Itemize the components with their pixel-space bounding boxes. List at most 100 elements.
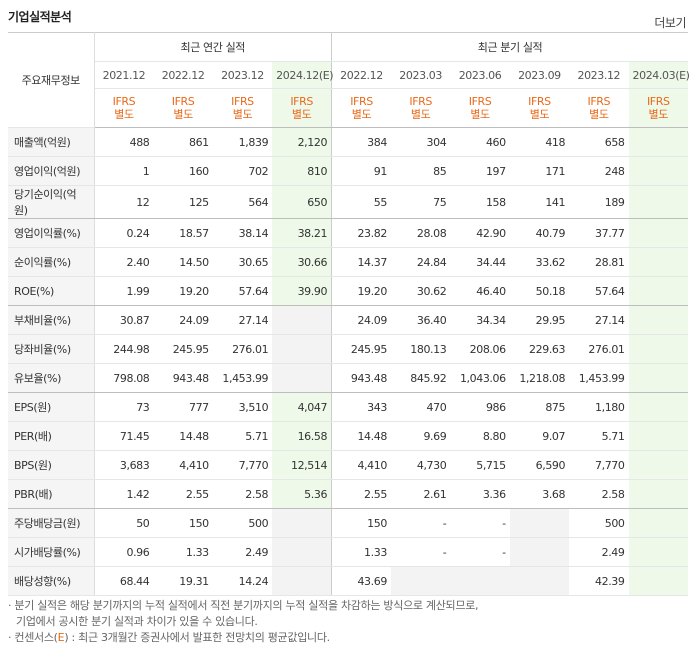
table-row: EPS(원) 73 777 3,510 4,047 343 470 986 875 1,180 [8,392,688,422]
quarter-value [628,127,688,157]
accounting-standard: IFRS 별도 [390,88,451,128]
annual-value: 244.98 [94,334,154,364]
annual-value: 30.65 [212,247,273,277]
annual-value: 0.24 [94,218,154,248]
annual-period-0: 2021.12 [94,61,154,89]
section-title: 기업실적분석 [8,10,72,24]
quarter-value: 141 [509,185,570,219]
quarter-value [628,537,688,567]
quarter-value: 158 [450,185,510,219]
quarter-value: 14.37 [331,247,391,277]
annual-value: 1.99 [94,276,154,306]
quarter-value: 3.36 [450,479,510,509]
quarter-value: 2.55 [331,479,391,509]
annual-value: 68.44 [94,566,154,596]
quarter-value [628,479,688,509]
table-row: 시가배당률(%) 0.96 1.33 2.49 1.33- -2.49 [8,537,688,567]
quarter-value: 9.07 [509,421,570,451]
annual-value: 2.55 [153,479,213,509]
annual-value: 12 [94,185,154,219]
quarter-value: 189 [569,185,629,219]
quarter-value [509,508,570,538]
table-row: 영업이익률(%) 0.24 18.57 38.14 38.21 23.82 28.08 42.… [8,218,688,248]
table-row: 순이익률(%) 2.40 14.50 30.65 30.66 14.37 24.84 34.4… [8,247,688,277]
quarter-value: 2.58 [569,479,629,509]
row-label: 유보율(%) [8,363,95,393]
accounting-standard: IFRS 별도 [272,88,332,128]
annual-value: 1,839 [212,127,273,157]
accounting-standard: IFRS 별도 [331,88,391,128]
annual-value: 1.42 [94,479,154,509]
quarter-value: 384 [331,127,391,157]
quarter-value [628,421,688,451]
quarter-value: 34.34 [450,305,510,335]
row-header-label: 주요재무정보 [8,32,95,128]
annual-value: 3,683 [94,450,154,480]
row-label: 순이익률(%) [8,247,95,277]
quarter-value: 91 [331,156,391,186]
quarter-value: 55 [331,185,391,219]
quarter-value: 43.69 [331,566,391,596]
table-row: PER(배) 71.45 14.48 5.71 16.58 14.48 9.69 8.80 9.… [8,421,688,451]
quarter-value: 27.14 [569,305,629,335]
quarter-value: 2.49 [569,537,629,567]
row-label: PER(배) [8,421,95,451]
quarter-value: 197 [450,156,510,186]
quarter-value: 1,453.99 [569,363,629,393]
annual-period-2: 2023.12 [212,61,273,89]
annual-value: 488 [94,127,154,157]
table-row: 당기순이익(억원) 12 125 564 650 55 75 158 141 189 [8,185,688,219]
accounting-standard: IFRS 별도 [153,88,213,128]
quarter-value: 46.40 [450,276,510,306]
table-row: 유보율(%) 798.08 943.48 1,453.99 943.48 845.92 1,… [8,363,688,393]
annual-value: 7,770 [212,450,273,480]
annual-value: 160 [153,156,213,186]
annual-value: 30.87 [94,305,154,335]
quarter-value: 33.62 [509,247,570,277]
annual-value: 3,510 [212,392,273,422]
annual-value [272,508,332,538]
annual-value: 2,120 [272,127,332,157]
quarter-value: 14.48 [331,421,391,451]
accounting-standard: IFRS 별도 [212,88,273,128]
annual-value: 2.49 [212,537,273,567]
quarter-value: 245.95 [331,334,391,364]
quarter-value: 875 [509,392,570,422]
quarter-value: 343 [331,392,391,422]
quarter-value: 40.79 [509,218,570,248]
row-label: ROE(%) [8,276,95,306]
annual-value: 14.50 [153,247,213,277]
annual-value: 4,047 [272,392,332,422]
quarter-value: 1,180 [569,392,629,422]
quarter-value: - [390,508,451,538]
annual-value: 125 [153,185,213,219]
quarter-value: 171 [509,156,570,186]
annual-value: 245.95 [153,334,213,364]
annual-value: 500 [212,508,273,538]
quarter-value: 500 [569,508,629,538]
annual-value: 14.24 [212,566,273,596]
quarter-value: 845.92 [390,363,451,393]
annual-value: 1,453.99 [212,363,273,393]
quarter-value: 23.82 [331,218,391,248]
annual-value: 4,410 [153,450,213,480]
annual-value: 30.66 [272,247,332,277]
quarter-period-1: 2023.03 [390,61,451,89]
financial-summary-table: 주요재무정보 최근 연간 실적 최근 분기 실적 2021.12 2022.12 2… [8,32,690,596]
quarter-value: 3.68 [509,479,570,509]
annual-value: 798.08 [94,363,154,393]
annual-group-header: 최근 연간 실적 [94,32,332,62]
row-label: 부채비율(%) [8,305,95,335]
row-label: 당기순이익(억원) [8,185,95,219]
quarter-value [628,156,688,186]
quarter-period-2: 2023.06 [450,61,510,89]
annual-value: 2.40 [94,247,154,277]
quarter-value: 418 [509,127,570,157]
quarter-value: 5,715 [450,450,510,480]
quarter-value: 30.62 [390,276,451,306]
quarter-value [450,566,510,596]
annual-value: 57.64 [212,276,273,306]
quarter-period-3: 2023.09 [509,61,570,89]
annual-value: 19.20 [153,276,213,306]
more-link[interactable]: 더보기 [654,16,686,30]
